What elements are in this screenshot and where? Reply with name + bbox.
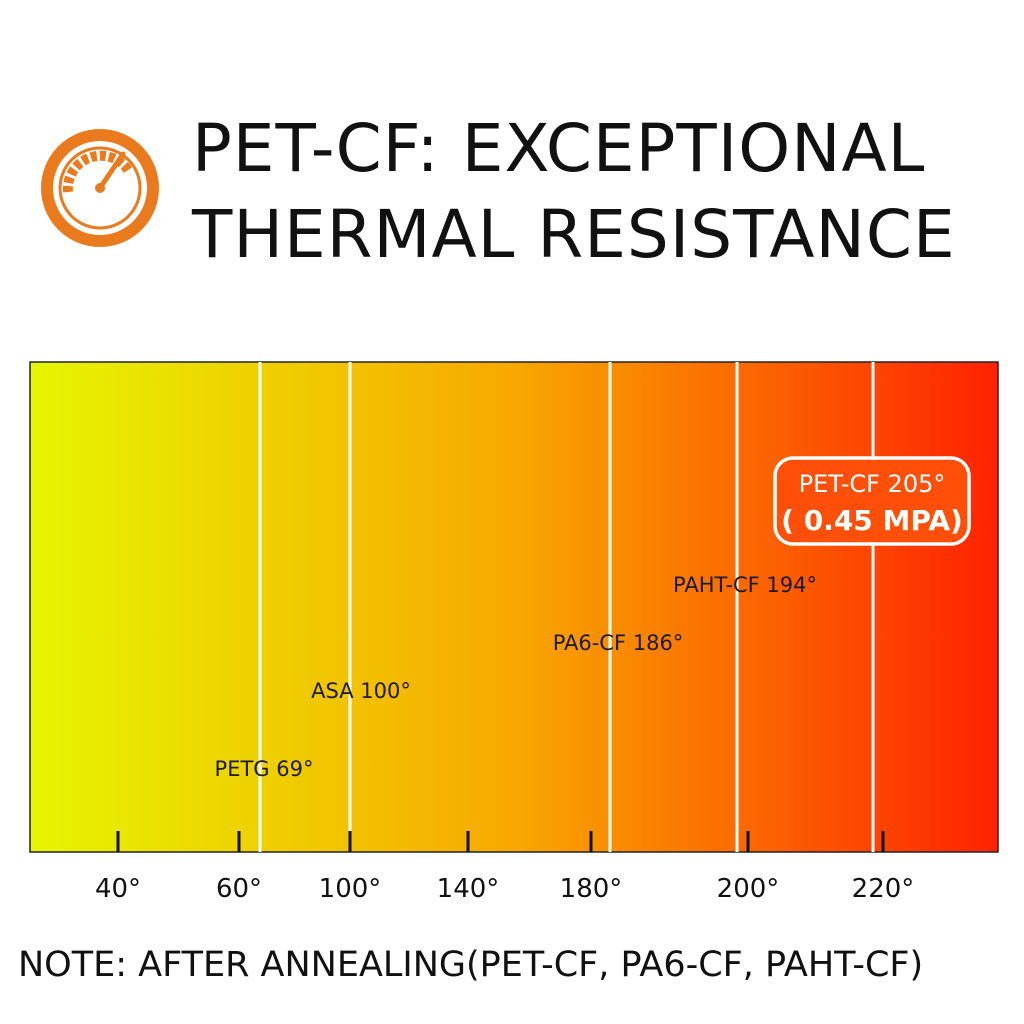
x-tick-label-3: 140°	[437, 874, 500, 904]
marker-label-0: PETG 69°	[215, 757, 314, 781]
x-tick-label-4: 180°	[560, 874, 623, 904]
x-tick-label-6: 220°	[852, 874, 915, 904]
speedometer-icon	[38, 126, 162, 250]
highlight-box-fill	[777, 460, 967, 542]
x-tick-label-1: 60°	[216, 874, 262, 904]
marker-label-1: ASA 100°	[311, 679, 411, 703]
chart-area	[29, 361, 999, 853]
highlight-box	[773, 456, 971, 546]
marker-label-2: PA6-CF 186°	[553, 631, 684, 655]
highlight-sublabel: ( 0.45 MPA)	[781, 504, 963, 537]
footer-note: NOTE: AFTER ANNEALING(PET-CF, PA6-CF, PA…	[18, 945, 924, 985]
title-line-2: THERMAL RESISTANCE	[192, 196, 956, 273]
page-title: PET-CF: EXCEPTIONAL THERMAL RESISTANCE	[192, 106, 1012, 278]
x-tick-label-2: 100°	[319, 874, 382, 904]
x-tick-label-0: 40°	[95, 874, 141, 904]
x-tick-label-5: 200°	[717, 874, 780, 904]
marker-label-3: PAHT-CF 194°	[673, 573, 817, 597]
highlight-label: PET-CF 205°	[799, 470, 946, 498]
title-line-1: PET-CF: EXCEPTIONAL	[192, 110, 926, 187]
